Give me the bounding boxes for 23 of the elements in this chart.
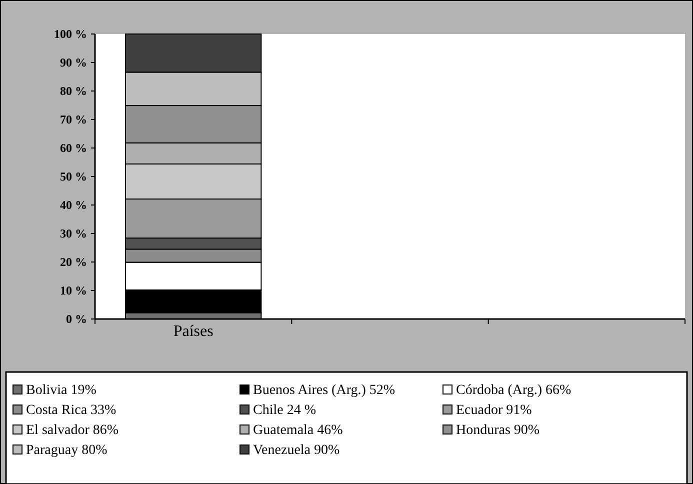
y-tick-label: 10 % bbox=[60, 284, 87, 298]
y-tick-label: 80 % bbox=[60, 84, 87, 98]
y-tick-label: 90 % bbox=[60, 56, 87, 70]
legend-label: Chile 24 % bbox=[253, 403, 316, 418]
legend-label: Honduras 90% bbox=[456, 423, 540, 438]
y-tick-label: 70 % bbox=[60, 112, 87, 127]
y-tick-label: 0 % bbox=[66, 312, 87, 326]
y-tick-label: 100 % bbox=[54, 27, 87, 42]
x-tick-label: Países bbox=[173, 323, 214, 340]
legend-label: Costa Rica 33% bbox=[26, 403, 117, 418]
legend-label: Bolivia 19% bbox=[26, 383, 97, 398]
legend-label: Ecuador 91% bbox=[456, 403, 532, 418]
y-tick-label: 30 % bbox=[60, 226, 87, 241]
y-tick-label: 60 % bbox=[60, 141, 87, 156]
legend-label: Buenos Aires (Arg.) 52% bbox=[253, 383, 396, 398]
legend-label: El salvador 86% bbox=[26, 423, 119, 438]
y-tick-label: 20 % bbox=[60, 255, 87, 270]
legend-label: Paraguay 80% bbox=[26, 443, 108, 458]
legend-label: Córdoba (Arg.) 66% bbox=[456, 383, 572, 398]
y-tick-label: 50 % bbox=[60, 170, 87, 184]
y-tick-label: 40 % bbox=[60, 198, 87, 212]
legend-label: Venezuela 90% bbox=[253, 443, 340, 458]
legend-label: Guatemala 46% bbox=[253, 423, 344, 438]
